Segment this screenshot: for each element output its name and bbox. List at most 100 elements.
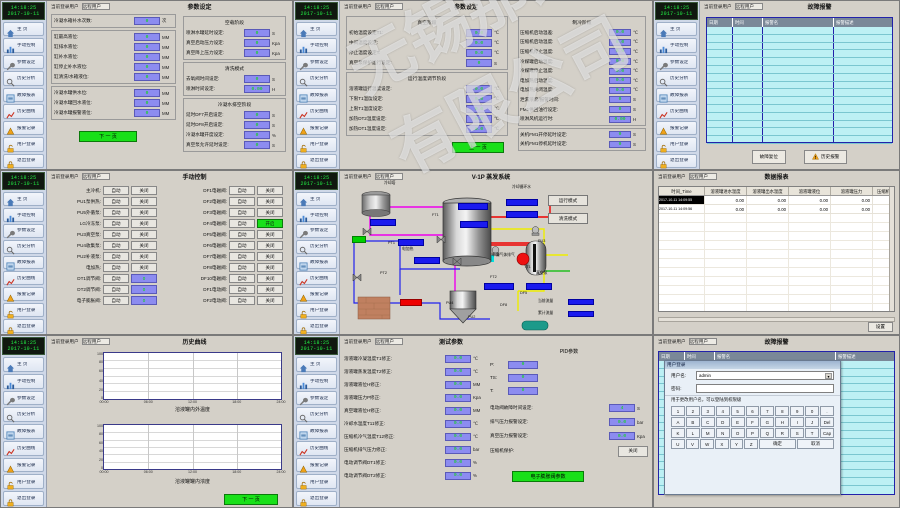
param-field[interactable]: 0.0 (466, 105, 492, 113)
state-button[interactable]: 关闭 (257, 252, 283, 261)
param-field[interactable]: 0.0 (609, 432, 635, 440)
process-mimic[interactable]: 运行模式 清洗模式 冷却塔 FT1 PT1 电加热 PT2 冷却循环水 不凝气体… (340, 171, 652, 334)
table-row[interactable] (707, 34, 892, 43)
sidebar-item-login[interactable]: 用户登录 (296, 474, 337, 490)
table-row[interactable] (659, 304, 894, 311)
state-button[interactable]: 关闭 (257, 186, 283, 195)
table-row[interactable]: 2017-10-11 14:09:56 0.00 0.00 0.00 0.00 (659, 205, 894, 214)
value-field[interactable]: 0 (131, 296, 157, 305)
param-field[interactable]: 0.0 (445, 471, 471, 480)
table-row[interactable] (707, 97, 892, 105)
table-row[interactable] (707, 50, 892, 59)
state-button[interactable]: 关闭 (131, 208, 157, 217)
state-button[interactable]: 关闭 (131, 241, 157, 250)
key-u[interactable]: U (671, 439, 685, 449)
param-field[interactable]: 0.0 (445, 380, 471, 389)
sidebar-item-faultreport[interactable]: 故障报表 (296, 424, 337, 440)
pid-value-field[interactable] (398, 239, 424, 246)
param-field[interactable]: 0.0 (445, 393, 471, 402)
param-field[interactable]: 0.0 (609, 77, 631, 85)
sidebar-item-logout[interactable]: 退出登录 (296, 491, 337, 507)
trend-chart-1[interactable]: 100 80 60 40 20 0 00:00 06:00 12:00 18:0… (97, 352, 286, 404)
param-field[interactable]: 0.0 (466, 49, 492, 57)
key-l[interactable]: L (685, 428, 700, 438)
pid-value-field[interactable] (460, 221, 488, 228)
next-page-button[interactable]: 下 一 页 (79, 131, 137, 142)
sidebar-item-params[interactable]: 参数设定 (3, 390, 44, 406)
mode-button[interactable]: 自动 (103, 230, 129, 239)
sidebar-item-history[interactable]: 历史分析 (3, 239, 44, 255)
sidebar-item-faultreport[interactable]: 故障报表 (656, 87, 697, 104)
sidebar-item-params[interactable]: 参数设定 (296, 390, 337, 406)
key-1[interactable]: 1 (671, 406, 685, 416)
key-f[interactable]: F (745, 417, 760, 427)
param-field[interactable]: 0.0 (445, 354, 471, 363)
key-a[interactable]: A (671, 417, 685, 427)
sidebar-item-manual[interactable]: 手动控制 (3, 38, 44, 54)
confirm-button[interactable]: 确定 (759, 439, 797, 449)
key-e[interactable]: E (730, 417, 745, 427)
sidebar-item-faultreport[interactable]: 故障报表 (3, 424, 44, 440)
state-button[interactable]: 关闭 (131, 186, 157, 195)
param-field[interactable]: 0 (134, 99, 160, 107)
key-x[interactable]: X (715, 439, 729, 449)
state-button[interactable]: 关闭 (257, 230, 283, 239)
vertical-scrollbar[interactable] (889, 187, 894, 311)
pid-value-field[interactable] (484, 283, 514, 290)
key-v[interactable]: V (685, 439, 700, 449)
settings-button[interactable]: 设置 (867, 322, 893, 332)
param-field[interactable]: 0 (609, 131, 631, 139)
sidebar-item-params[interactable]: 参数设定 (296, 54, 337, 70)
key-p[interactable]: P (745, 428, 760, 438)
key-s[interactable]: S (790, 428, 805, 438)
param-field[interactable]: 4 (609, 404, 635, 412)
horizontal-scrollbar[interactable] (658, 317, 895, 322)
mode-button[interactable]: 自动 (103, 263, 129, 272)
valve-icon[interactable] (352, 269, 362, 287)
mode-button[interactable]: 自动 (229, 285, 255, 294)
sidebar-item-alarmlog[interactable]: 报警记录 (3, 120, 44, 136)
param-field[interactable]: 0.0 (466, 125, 492, 133)
pid-value-field[interactable] (506, 211, 538, 218)
param-field[interactable]: 0 (244, 131, 270, 139)
table-row[interactable] (659, 232, 894, 241)
sidebar-item-alarmlog[interactable]: 报警记录 (3, 457, 44, 473)
table-row[interactable] (707, 120, 892, 129)
state-button[interactable]: 关闭 (257, 263, 283, 272)
table-row[interactable]: 2017-10-11 14:09:55 0.00 0.00 0.00 0.00 (659, 196, 894, 205)
run-mode-button[interactable]: 运行模式 (548, 195, 588, 206)
sidebar-item-manual[interactable]: 手动控制 (296, 207, 337, 223)
sidebar-item-login[interactable]: 用户登录 (3, 474, 44, 490)
fault-reset-button[interactable]: 故障复位 (751, 150, 786, 164)
state-button[interactable]: 关闭 (131, 219, 157, 228)
sidebar-item-logout[interactable]: 退出登录 (3, 319, 44, 334)
param-field[interactable]: 0.0 (445, 445, 471, 454)
key-t[interactable]: T (805, 428, 820, 438)
mode-button[interactable]: 自动 (103, 241, 129, 250)
param-field[interactable]: 0 (466, 59, 492, 67)
key-5[interactable]: 5 (730, 406, 745, 416)
param-field[interactable]: 0.00 (244, 85, 270, 93)
sidebar-item-trend[interactable]: 历史曲线 (3, 271, 44, 286)
current-user-value[interactable]: 远程用户 (81, 338, 110, 345)
table-row[interactable] (707, 89, 892, 98)
param-field[interactable]: 0 (244, 39, 270, 47)
sidebar-item-params[interactable]: 参数设定 (3, 54, 44, 70)
password-input[interactable] (696, 384, 834, 393)
table-row[interactable] (659, 295, 894, 304)
current-user-value[interactable]: 远程用户 (688, 173, 717, 180)
key-k[interactable]: K (671, 428, 685, 438)
param-field[interactable]: 0.0 (609, 58, 631, 66)
param-field[interactable]: 0.0 (609, 38, 631, 46)
param-field[interactable]: 0.0 (466, 95, 492, 103)
key-6[interactable]: 6 (745, 406, 760, 416)
chevron-down-icon[interactable]: ▾ (825, 373, 832, 379)
sidebar-item-alarmlog[interactable]: 报警记录 (656, 120, 697, 136)
param-field[interactable]: 0 (244, 75, 270, 83)
state-button[interactable]: 关闭 (257, 208, 283, 217)
key-2[interactable]: 2 (685, 406, 700, 416)
param-field[interactable]: 0.0 (466, 29, 492, 37)
sidebar-item-logout[interactable]: 退出登录 (3, 153, 44, 169)
mode-button[interactable]: 自动 (103, 274, 129, 283)
current-user-value[interactable]: 远程用户 (688, 338, 717, 345)
